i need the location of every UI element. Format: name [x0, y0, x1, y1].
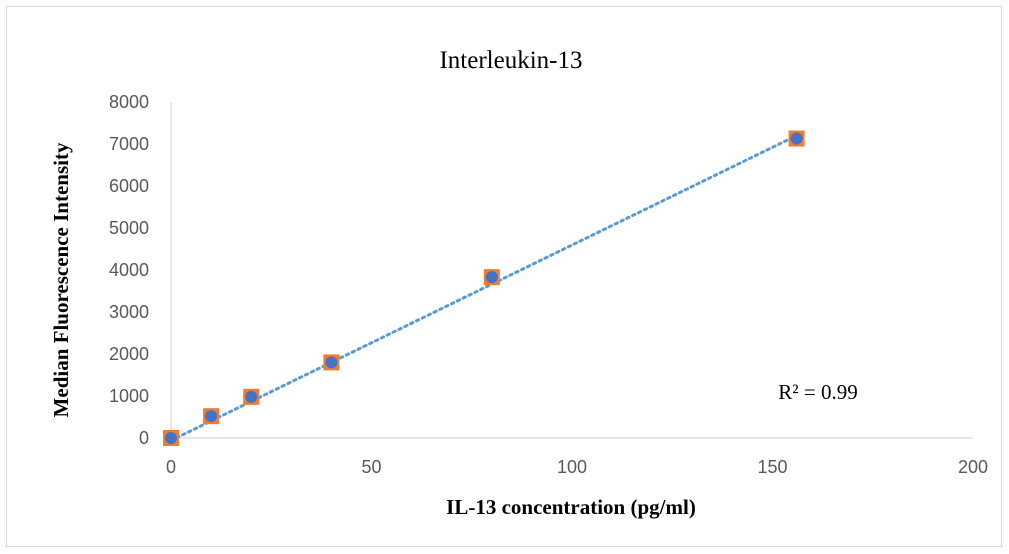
- y-tick-label: 5000: [109, 218, 149, 238]
- r-squared-annotation: R² = 0.99: [778, 380, 857, 404]
- x-tick-label: 0: [166, 457, 176, 477]
- y-tick-label: 7000: [109, 134, 149, 154]
- x-tick-label: 50: [361, 457, 381, 477]
- x-tick-label: 200: [958, 457, 988, 477]
- chart-frame: [6, 6, 1002, 547]
- data-points: [163, 130, 805, 446]
- trendline-layer: [169, 134, 799, 443]
- x-axis-title: IL-13 concentration (pg/ml): [446, 495, 696, 519]
- data-point: [323, 354, 340, 371]
- y-tick-label: 8000: [109, 92, 149, 112]
- data-point: [163, 430, 179, 446]
- trendline: [169, 134, 799, 443]
- x-tick-label: 100: [557, 457, 587, 477]
- data-point-circle-marker: [485, 271, 498, 284]
- x-tick-label: 150: [757, 457, 787, 477]
- y-tick-label: 1000: [109, 386, 149, 406]
- data-point-circle-marker: [790, 132, 803, 145]
- data-point: [483, 269, 500, 286]
- y-tick-label: 2000: [109, 344, 149, 364]
- data-point-circle-marker: [165, 432, 177, 444]
- data-point: [788, 130, 805, 147]
- data-point-circle-marker: [245, 390, 258, 403]
- data-point: [203, 408, 220, 425]
- data-point: [243, 388, 260, 405]
- y-axis-title: Median Fluorescence Intensity: [49, 142, 73, 417]
- y-tick-label: 0: [139, 428, 149, 448]
- y-tick-label: 6000: [109, 176, 149, 196]
- y-tick-label: 3000: [109, 302, 149, 322]
- y-tick-label: 4000: [109, 260, 149, 280]
- data-point-circle-marker: [325, 356, 338, 369]
- axes: 0 1000 2000 3000 4000 5000 6000 7000 8000 0 50 100 1…: [109, 92, 988, 477]
- data-point-circle-marker: [205, 410, 218, 423]
- chart-title: Interleukin-13: [439, 47, 582, 74]
